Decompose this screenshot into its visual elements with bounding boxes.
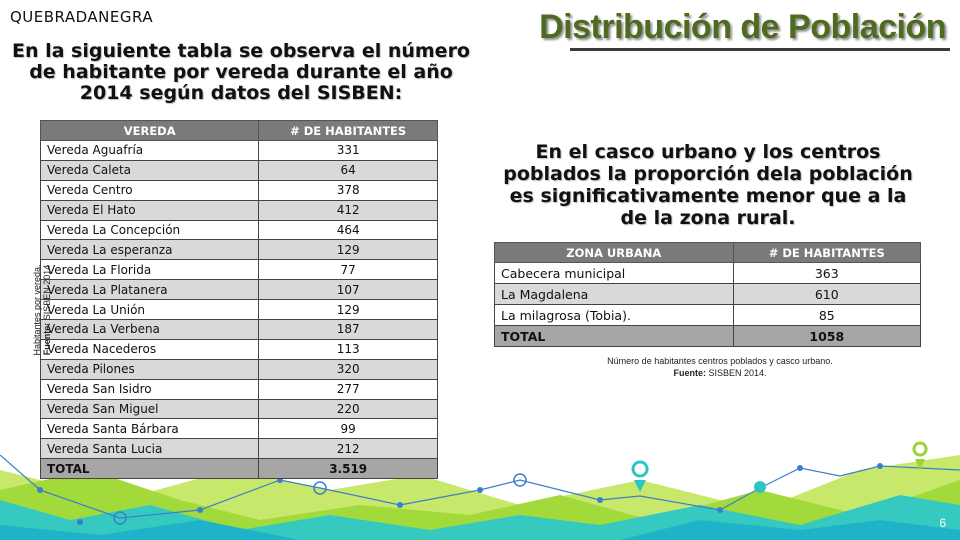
row-value: 412 (258, 199, 438, 221)
table-row: Vereda La Unión 129 (39, 299, 438, 321)
column-header-zona-urbana: ZONA URBANA (494, 242, 734, 263)
row-label: Vereda La Verbena (39, 319, 260, 340)
row-label: Vereda La esperanza (39, 239, 260, 261)
vereda-population-table: VEREDA # DE HABITANTES Vereda Aguafría 33… (39, 120, 438, 480)
row-label: Vereda San Isidro (39, 378, 260, 400)
row-label: La Magdalena (494, 283, 734, 305)
total-value: 3.519 (258, 458, 438, 480)
table-row: Vereda El Hato 412 (39, 199, 438, 221)
table-row: La milagrosa (Tobia). 85 (494, 304, 922, 326)
row-label: La milagrosa (Tobia). (494, 304, 734, 326)
urban-table-caption: Número de habitantes centros poblados y … (560, 355, 880, 379)
table-row: Vereda Santa Lucia 212 (39, 438, 438, 460)
page-number: 6 (939, 516, 946, 530)
row-value: 187 (258, 319, 438, 340)
table-row: Vereda La esperanza 129 (39, 239, 438, 261)
row-label: Vereda La Unión (39, 299, 260, 321)
column-header-habitantes: # DE HABITANTES (732, 242, 922, 263)
table-row: Vereda Centro 378 (39, 179, 438, 201)
table-header-row: ZONA URBANA # DE HABITANTES (494, 242, 922, 263)
table-row: Vereda Pilones 320 (39, 358, 438, 380)
table-row: Vereda Santa Bárbara 99 (39, 418, 438, 440)
caption-text: Número de habitantes centros poblados y … (607, 356, 833, 366)
table-row: Vereda La Platanera 107 (39, 279, 438, 301)
urban-population-table: ZONA URBANA # DE HABITANTES Cabecera mun… (494, 242, 922, 347)
table-row: Vereda La Concepción 464 (39, 219, 438, 241)
row-label: Vereda El Hato (39, 199, 260, 221)
row-value: 320 (258, 358, 438, 380)
row-label: Vereda Aguafría (39, 140, 260, 161)
table-row: Vereda Caleta 64 (39, 159, 438, 181)
row-label: Vereda Nacederos (39, 338, 260, 360)
row-value: 610 (732, 283, 922, 305)
row-value: 212 (258, 438, 438, 460)
table-row: Vereda La Florida 77 (39, 259, 438, 281)
caption-source-label: Fuente: (673, 368, 706, 378)
column-header-habitantes: # DE HABITANTES (258, 120, 438, 141)
row-value: 77 (258, 259, 438, 281)
table-row: Vereda San Isidro 277 (39, 378, 438, 400)
total-value: 1058 (732, 325, 922, 347)
row-label: Vereda San Miguel (39, 398, 260, 420)
row-value: 113 (258, 338, 438, 360)
title-underline (570, 48, 950, 51)
row-value: 277 (258, 378, 438, 400)
total-row: TOTAL 3.519 (39, 458, 438, 480)
caption-source-value: SISBEN 2014. (708, 368, 767, 378)
vereda-table-caption: Habitantes por vereda. Fuente: SISBEN 20… (32, 260, 52, 360)
row-label: Vereda Pilones (39, 358, 260, 380)
row-value: 331 (258, 140, 438, 161)
page-title: Distribución de Población (539, 8, 946, 46)
table-header-row: VEREDA # DE HABITANTES (39, 120, 438, 141)
table-row: Vereda San Miguel 220 (39, 398, 438, 420)
row-value: 129 (258, 239, 438, 261)
urban-paragraph: En el casco urbano y los centros poblado… (503, 141, 913, 229)
table-row: Cabecera municipal 363 (494, 262, 922, 284)
total-row: TOTAL 1058 (494, 325, 922, 347)
row-label: Cabecera municipal (494, 262, 734, 284)
row-value: 107 (258, 279, 438, 301)
row-value: 363 (732, 262, 922, 284)
row-label: Vereda Centro (39, 179, 260, 201)
row-value: 64 (258, 159, 438, 181)
row-label: Vereda Santa Bárbara (39, 418, 260, 440)
intro-paragraph: En la siguiente tabla se observa el núme… (11, 40, 470, 104)
row-value: 129 (258, 299, 438, 321)
caption-text: Habitantes por vereda. (32, 264, 42, 356)
row-value: 464 (258, 219, 438, 241)
caption-source-value: SISBEN 2014 (42, 264, 52, 321)
table-row: Vereda Aguafría 331 (39, 140, 438, 161)
row-value: 220 (258, 398, 438, 420)
row-label: Vereda La Concepción (39, 219, 260, 241)
row-label: Vereda La Platanera (39, 279, 260, 301)
table-row: Vereda Nacederos 113 (39, 338, 438, 360)
brand-logo-text: QUEBRADANEGRA (10, 8, 154, 26)
row-label: Vereda Caleta (39, 159, 260, 181)
total-label: TOTAL (494, 325, 734, 347)
row-value: 85 (732, 304, 922, 326)
table-row: Vereda La Verbena 187 (39, 319, 438, 340)
column-header-vereda: VEREDA (39, 120, 260, 141)
row-value: 378 (258, 179, 438, 201)
row-label: Vereda Santa Lucia (39, 438, 260, 460)
row-value: 99 (258, 418, 438, 440)
caption-source-label: Fuente: (42, 322, 52, 356)
row-label: Vereda La Florida (39, 259, 260, 281)
total-label: TOTAL (39, 458, 260, 480)
table-row: La Magdalena 610 (494, 283, 922, 305)
